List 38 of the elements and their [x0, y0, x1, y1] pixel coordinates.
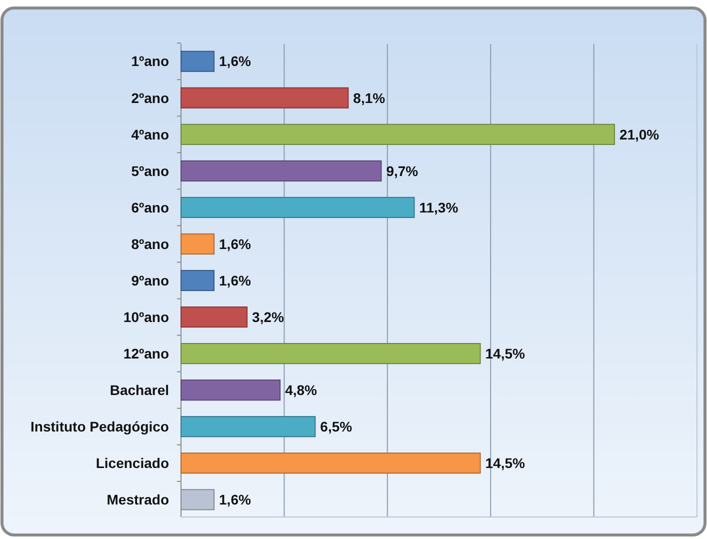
data-label: 21,0% [619, 126, 660, 142]
data-label: 6,5% [320, 418, 353, 434]
y-tick-label: 1ºano [131, 53, 169, 70]
data-label: 11,3% [419, 199, 459, 216]
y-tick-label: Licenciado [96, 455, 169, 472]
data-label: 3,2% [252, 308, 285, 325]
bar [180, 160, 382, 182]
y-tick-label: Mestrado [106, 492, 169, 508]
y-tick-label: Instituto Pedagógico [30, 418, 169, 434]
y-tick-label: 9ºano [131, 272, 169, 288]
bar [180, 306, 248, 328]
bar [180, 233, 215, 255]
y-tick-label: 4ºano [131, 126, 169, 142]
y-tick-label: 8ºano [131, 236, 169, 252]
data-label: 8,1% [353, 90, 386, 106]
bar [180, 416, 316, 438]
bar [180, 380, 281, 401]
data-label: 1,6% [219, 53, 252, 70]
bar [180, 124, 615, 145]
y-tick-label: 6ºano [131, 199, 169, 216]
bar [180, 452, 481, 474]
bar [180, 343, 481, 364]
data-label: 1,6% [219, 272, 252, 288]
bar [180, 196, 415, 218]
y-tick-label: 5ºano [131, 162, 169, 179]
data-label: 9,7% [386, 162, 419, 179]
y-tick-label: Bacharel [110, 382, 169, 398]
y-tick-label: 2ºano [131, 90, 169, 106]
bar [180, 87, 349, 108]
y-tick-label: 12ºano [123, 345, 169, 362]
y-tick-label: 10ºano [123, 308, 169, 325]
data-label: 1,6% [219, 236, 252, 252]
bar [180, 270, 215, 292]
data-label: 14,5% [485, 345, 526, 362]
data-label: 14,5% [485, 455, 526, 472]
data-label: 4,8% [285, 382, 318, 398]
data-label: 1,6% [219, 492, 252, 508]
bar [180, 50, 215, 72]
